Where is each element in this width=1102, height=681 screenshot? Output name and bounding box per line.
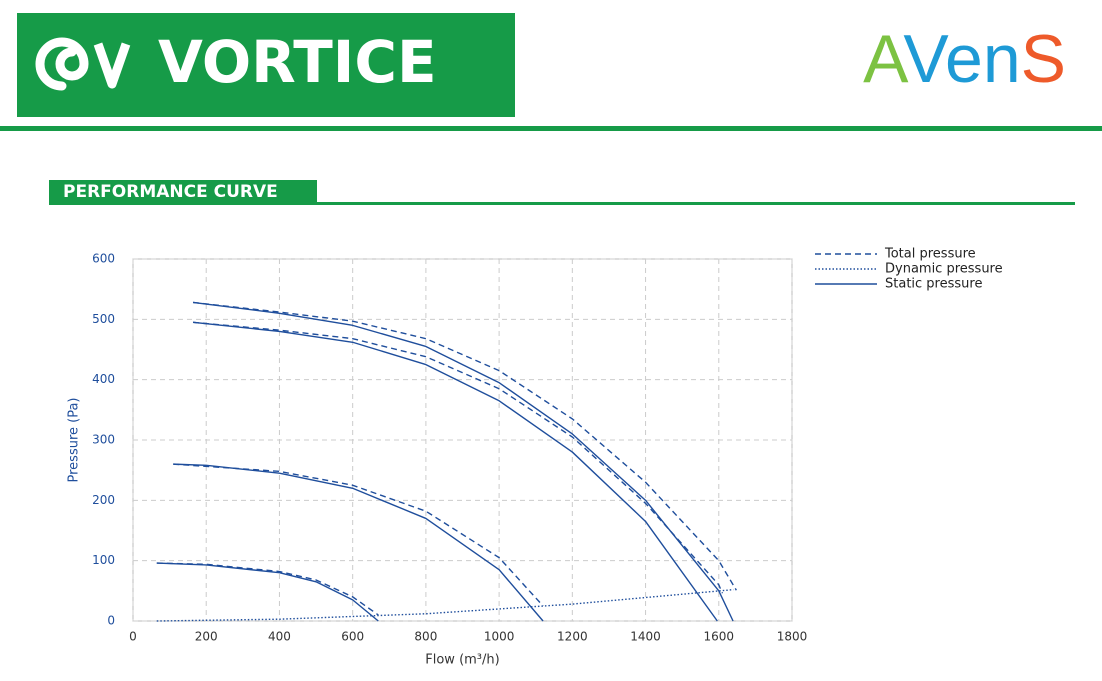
brand-box (17, 13, 515, 117)
x-tick-label: 1200 (557, 630, 588, 644)
y-tick-label: 500 (92, 312, 115, 326)
brand-name: VORTICE (158, 28, 437, 96)
x-tick-label: 200 (195, 630, 218, 644)
legend-label: Dynamic pressure (885, 262, 1003, 277)
partner-part: V (903, 21, 949, 97)
x-tick-label: 1400 (630, 630, 661, 644)
y-tick-label: 100 (92, 553, 115, 567)
section-title: PERFORMANCE CURVE (63, 182, 278, 202)
partner-logo: AVenS (863, 21, 1066, 97)
x-tick-label: 1800 (777, 630, 808, 644)
y-tick-label: 300 (92, 433, 115, 447)
section-rule (49, 202, 1075, 205)
header-rule (0, 126, 1102, 131)
x-tick-label: 400 (268, 630, 291, 644)
x-axis-label: Flow (m³/h) (425, 653, 499, 668)
curve (156, 588, 734, 622)
legend-label: Total pressure (884, 247, 976, 262)
curve (173, 463, 544, 607)
curve (192, 321, 718, 622)
curve (192, 301, 737, 591)
x-tick-label: 600 (341, 630, 364, 644)
y-tick-label: 0 (107, 614, 115, 628)
curve (192, 321, 724, 594)
brand-icon (35, 37, 131, 91)
y-tick-label: 400 (92, 372, 115, 386)
x-tick-label: 1600 (704, 630, 735, 644)
x-tick-label: 1000 (484, 630, 515, 644)
chart: 0 200 400 600 800 1000 1200 1400 1600 1800 0 100 200… (67, 247, 1003, 668)
x-tick-label: 0 (129, 630, 137, 644)
curve (173, 463, 544, 622)
y-tick-label: 600 (92, 252, 115, 266)
partner-part: A (863, 21, 909, 97)
partner-part: S (1021, 21, 1066, 97)
x-tick-label: 800 (414, 630, 437, 644)
curve (192, 301, 734, 622)
section-box (49, 180, 317, 204)
curve (156, 562, 379, 622)
y-axis-label: Pressure (Pa) (67, 397, 82, 482)
legend-label: Static pressure (885, 277, 982, 292)
y-tick-label: 200 (92, 493, 115, 507)
partner-part: en (945, 21, 1021, 97)
